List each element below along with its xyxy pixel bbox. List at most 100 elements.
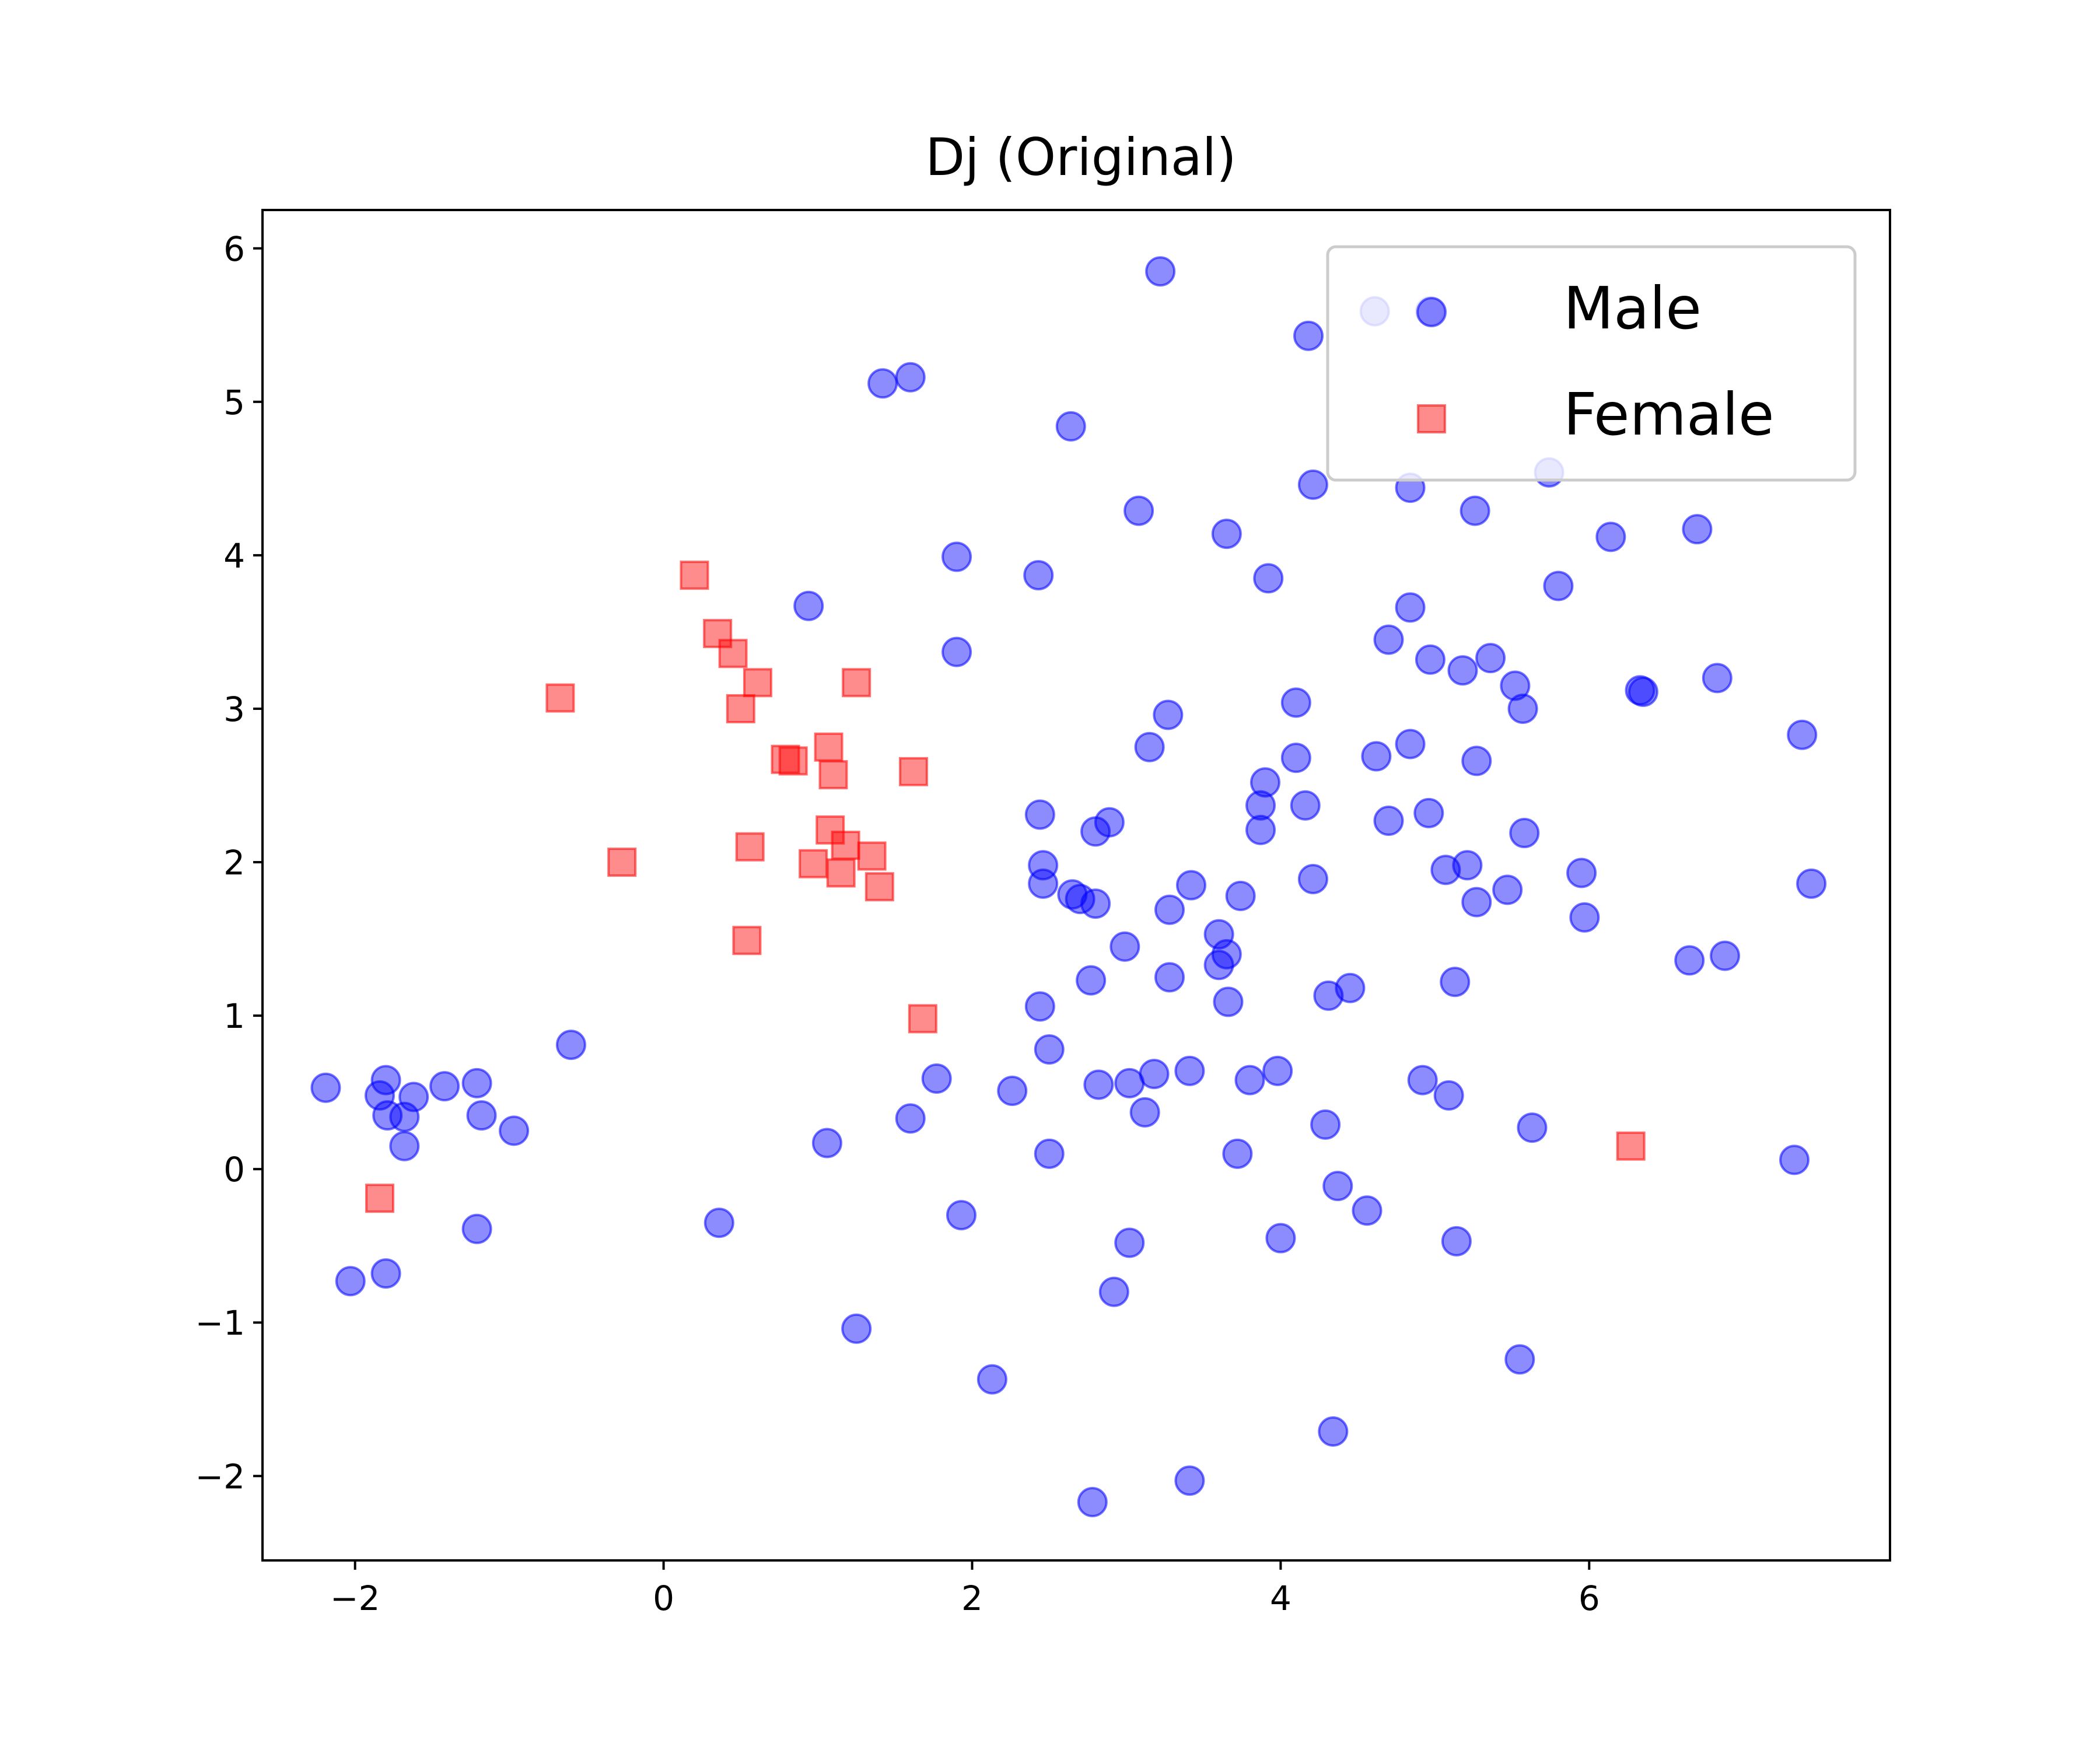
male-point <box>1674 945 1705 976</box>
y-tick-label: 1 <box>223 996 245 1036</box>
y-tick-label: 6 <box>223 229 245 269</box>
y-tick-label: −1 <box>195 1303 246 1343</box>
female-point <box>726 694 755 723</box>
female-point <box>857 841 887 871</box>
legend-box <box>1326 245 1857 482</box>
male-point <box>942 541 972 572</box>
male-point <box>1129 1097 1160 1128</box>
male-point <box>370 1258 401 1289</box>
male-point <box>1452 850 1483 881</box>
male-point <box>704 1208 734 1238</box>
male-point <box>1373 624 1404 655</box>
male-point <box>1114 1227 1145 1258</box>
male-point <box>1154 894 1185 925</box>
male-point <box>1094 807 1125 838</box>
male-point <box>1796 868 1827 899</box>
male-point <box>461 1068 492 1098</box>
male-point <box>1361 741 1392 772</box>
male-point <box>921 1063 952 1094</box>
male-point <box>942 636 972 667</box>
male-point <box>1154 962 1185 993</box>
female-point <box>365 1184 394 1213</box>
male-point <box>1461 746 1492 776</box>
male-point <box>1139 1059 1170 1090</box>
male-point <box>1176 870 1207 901</box>
plot-frame <box>261 209 1891 1562</box>
legend: Male Female <box>1326 245 1857 482</box>
male-point <box>1080 888 1111 919</box>
male-point <box>1461 887 1492 918</box>
male-point <box>555 1030 586 1060</box>
legend-label-female: Female <box>1563 380 1774 449</box>
female-point <box>735 832 765 862</box>
male-point <box>1500 670 1531 701</box>
female-point <box>864 872 894 902</box>
female-point <box>826 858 856 888</box>
male-point <box>1076 965 1107 996</box>
male-point <box>1310 1109 1341 1140</box>
y-tick-label: −2 <box>195 1457 246 1496</box>
male-point <box>1211 939 1242 970</box>
male-point <box>1250 767 1280 798</box>
female-point <box>607 848 637 877</box>
male-point <box>895 362 926 393</box>
male-point <box>977 1364 1007 1395</box>
male-point <box>1174 1055 1205 1086</box>
female-point <box>899 757 928 786</box>
male-point <box>1174 1465 1205 1496</box>
points-layer <box>310 256 1827 1518</box>
female-point <box>743 668 772 698</box>
female-point <box>908 1004 937 1034</box>
male-point <box>1253 563 1284 594</box>
male-point <box>1028 868 1059 899</box>
male-point <box>1098 1276 1129 1307</box>
male-point <box>1779 1144 1810 1175</box>
male-point <box>1024 799 1055 830</box>
male-point <box>1475 643 1506 674</box>
y-tick-label: 2 <box>223 843 245 883</box>
male-point <box>1034 1138 1065 1169</box>
male-point <box>1492 874 1523 905</box>
male-point <box>1145 256 1176 287</box>
male-point <box>841 1313 872 1344</box>
male-point <box>1787 719 1818 750</box>
male-point <box>1265 1223 1296 1254</box>
y-tick-label: 0 <box>223 1150 245 1189</box>
male-point <box>1262 1055 1293 1086</box>
male-point <box>1225 880 1256 911</box>
male-point <box>895 1103 926 1134</box>
male-point <box>1280 743 1311 774</box>
male-point <box>1395 592 1426 623</box>
x-tick-label: −2 <box>330 1578 380 1618</box>
male-point <box>1373 806 1404 836</box>
x-tick-label: 0 <box>653 1578 674 1618</box>
female-point <box>732 926 762 956</box>
male-point <box>1507 693 1538 724</box>
male-point <box>1293 320 1324 351</box>
x-axis: −2 0 2 4 6 <box>330 1560 1600 1618</box>
female-point <box>771 744 800 774</box>
male-point <box>310 1072 341 1103</box>
male-point <box>1447 655 1478 686</box>
male-point <box>1440 967 1471 998</box>
male-point <box>1433 1080 1464 1111</box>
y-tick-label: 3 <box>223 690 245 729</box>
male-point <box>1297 469 1328 500</box>
female-point <box>1616 1131 1646 1161</box>
female-point <box>842 668 872 698</box>
male-point <box>1083 1069 1114 1100</box>
male-point <box>398 1082 429 1112</box>
male-point <box>1322 1171 1353 1202</box>
female-point <box>831 831 860 860</box>
male-point <box>1213 986 1244 1017</box>
male-point <box>1335 972 1366 1003</box>
male-point <box>1297 863 1328 894</box>
chart-title: Dj (Original) <box>925 127 1236 187</box>
male-point <box>1702 663 1732 694</box>
male-point <box>499 1115 530 1146</box>
male-point <box>1134 732 1165 762</box>
male-point <box>461 1213 492 1244</box>
legend-marker-male <box>1416 297 1447 327</box>
female-point <box>816 815 845 845</box>
male-point <box>1211 519 1242 550</box>
